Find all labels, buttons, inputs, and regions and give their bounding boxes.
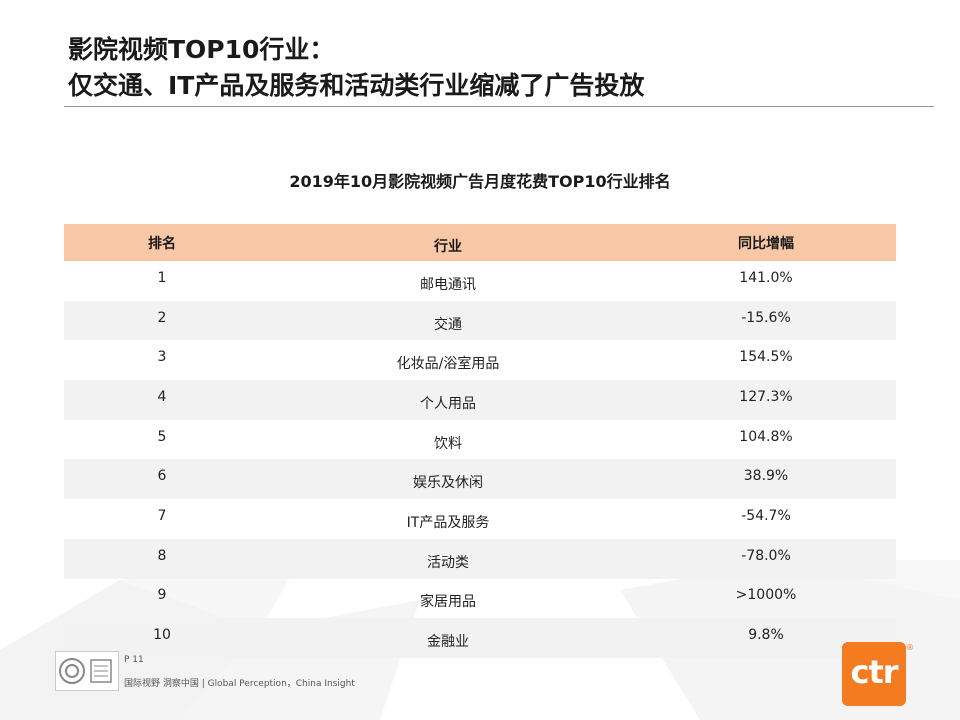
slide-title-line2: 仅交通、IT产品及服务和活动类行业缩减了广告投放 (68, 71, 645, 100)
cell-rank: 5 (157, 428, 167, 445)
cell-change: -15.6% (636, 300, 896, 341)
table-row: 7 IT产品及服务 -54.7% (64, 499, 896, 539)
table-row: 6 娱乐及休闲 38.9% (64, 459, 896, 500)
cell-industry: 家居用品 (420, 594, 476, 611)
ctr-logo-text: ctr (850, 653, 898, 691)
cell-rank: 4 (64, 380, 260, 420)
cell-rank: 8 (64, 538, 260, 579)
table-row: 2 交通 -15.6% (64, 300, 896, 341)
title-divider (64, 106, 934, 107)
header-change: 同比增幅 (636, 224, 896, 261)
cell-rank: 9 (157, 587, 167, 604)
cell-change: >1000% (735, 587, 797, 604)
table-row: 4 个人用品 127.3% (64, 380, 896, 420)
cell-change: 141.0% (739, 269, 793, 286)
cell-change: 127.3% (636, 380, 896, 420)
cell-industry: IT产品及服务 (406, 514, 490, 531)
certification-badge-icon (55, 651, 119, 691)
table-row: 3 化妆品/浴室用品 154.5% (64, 340, 896, 380)
table-title: 2019年10月影院视频广告月度花费TOP10行业排名 (289, 172, 671, 191)
cell-rank: 2 (64, 300, 260, 341)
cell-rank: 6 (64, 459, 260, 500)
slide-title-line1: 影院视频TOP10行业： (68, 35, 335, 64)
cell-industry: 化妆品/浴室用品 (396, 356, 500, 373)
cell-industry: 邮电通讯 (420, 276, 476, 293)
cell-industry: 活动类 (260, 538, 636, 579)
cell-industry: 饮料 (434, 435, 462, 452)
cell-change: 154.5% (739, 349, 793, 366)
cell-industry: 娱乐及休闲 (260, 459, 636, 500)
table-row: 8 活动类 -78.0% (64, 538, 896, 579)
table-row: 10 金融业 9.8% (64, 618, 896, 658)
slide-title: 影院视频TOP10行业： 仅交通、IT产品及服务和活动类行业缩减了广告投放 (68, 32, 644, 104)
ranking-table: 排名 行业 同比增幅 1 邮电通讯 141.0% 2 交通 -15.6% 3 化… (64, 224, 896, 658)
cell-rank: 3 (157, 349, 167, 366)
header-industry: 行业 (260, 224, 636, 261)
cell-change: 38.9% (636, 459, 896, 500)
cell-change: 104.8% (739, 428, 793, 445)
cell-industry: 个人用品 (260, 380, 636, 420)
table-row: 5 饮料 104.8% (64, 420, 896, 460)
cell-change: -78.0% (636, 538, 896, 579)
cell-change: -54.7% (741, 507, 791, 524)
cell-rank: 1 (157, 269, 167, 286)
cell-industry: 交通 (260, 300, 636, 341)
ctr-logo-icon: ctr (842, 642, 906, 706)
footer-tagline: 国际视野 洞察中国 | Global Perception，China Insi… (124, 679, 355, 689)
table-row: 9 家居用品 >1000% (64, 579, 896, 619)
header-rank: 排名 (64, 224, 260, 261)
page-number: P 11 (124, 655, 144, 665)
cell-rank: 7 (157, 507, 167, 524)
cell-industry: 金融业 (260, 618, 636, 658)
table-row: 1 邮电通讯 141.0% (64, 261, 896, 301)
table-header-row: 排名 行业 同比增幅 (64, 224, 896, 261)
registered-mark: ® (906, 643, 914, 652)
